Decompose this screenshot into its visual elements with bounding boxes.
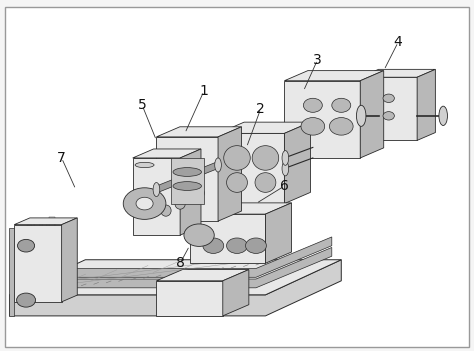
Circle shape (17, 293, 36, 307)
Circle shape (227, 238, 247, 253)
Ellipse shape (439, 106, 447, 125)
Polygon shape (360, 77, 417, 140)
Polygon shape (265, 203, 292, 263)
Ellipse shape (175, 198, 185, 209)
Ellipse shape (194, 187, 204, 199)
Ellipse shape (224, 146, 250, 170)
Polygon shape (284, 71, 383, 81)
Polygon shape (49, 217, 55, 294)
Polygon shape (19, 237, 332, 277)
FancyBboxPatch shape (5, 7, 469, 347)
Ellipse shape (255, 173, 276, 192)
Circle shape (136, 197, 153, 210)
Polygon shape (133, 158, 180, 235)
Polygon shape (62, 218, 77, 302)
Polygon shape (218, 127, 242, 221)
Ellipse shape (227, 173, 247, 192)
Polygon shape (19, 228, 25, 305)
Ellipse shape (282, 151, 289, 165)
Polygon shape (156, 137, 218, 221)
Text: 2: 2 (256, 102, 265, 116)
Polygon shape (14, 218, 77, 225)
Circle shape (203, 238, 224, 253)
Ellipse shape (252, 146, 279, 170)
Text: 8: 8 (176, 256, 184, 270)
Polygon shape (19, 247, 332, 288)
Ellipse shape (173, 182, 201, 190)
Text: 1: 1 (200, 84, 208, 98)
Polygon shape (180, 149, 201, 235)
Text: 4: 4 (394, 35, 402, 49)
Ellipse shape (215, 158, 221, 172)
Polygon shape (14, 225, 62, 302)
Text: 5: 5 (138, 98, 146, 112)
Ellipse shape (135, 162, 154, 167)
Circle shape (383, 94, 394, 102)
Polygon shape (171, 158, 204, 204)
Circle shape (303, 98, 322, 112)
Polygon shape (223, 270, 249, 316)
Ellipse shape (153, 183, 160, 197)
Polygon shape (218, 122, 310, 133)
Text: 7: 7 (57, 151, 66, 165)
Polygon shape (156, 127, 242, 137)
Polygon shape (34, 223, 40, 300)
Polygon shape (42, 220, 47, 297)
Circle shape (329, 118, 353, 135)
Polygon shape (360, 71, 383, 158)
Ellipse shape (282, 161, 289, 176)
Polygon shape (156, 270, 249, 281)
Polygon shape (133, 149, 201, 158)
Circle shape (383, 112, 394, 120)
Circle shape (301, 118, 325, 135)
Text: 3: 3 (313, 53, 322, 67)
Polygon shape (9, 228, 14, 316)
Ellipse shape (173, 168, 201, 177)
Ellipse shape (356, 105, 366, 126)
Polygon shape (284, 122, 310, 204)
Text: 6: 6 (280, 179, 289, 193)
Polygon shape (190, 203, 292, 214)
Polygon shape (9, 260, 341, 295)
Ellipse shape (161, 205, 171, 216)
Polygon shape (156, 281, 223, 316)
Polygon shape (417, 69, 435, 140)
Circle shape (184, 224, 214, 246)
Polygon shape (156, 161, 218, 193)
Polygon shape (360, 69, 435, 77)
Polygon shape (218, 133, 284, 204)
Polygon shape (27, 225, 32, 303)
Circle shape (18, 239, 35, 252)
Polygon shape (9, 260, 341, 316)
Circle shape (123, 188, 166, 219)
Circle shape (332, 98, 351, 112)
Polygon shape (190, 214, 265, 263)
Polygon shape (284, 81, 360, 158)
Circle shape (246, 238, 266, 253)
